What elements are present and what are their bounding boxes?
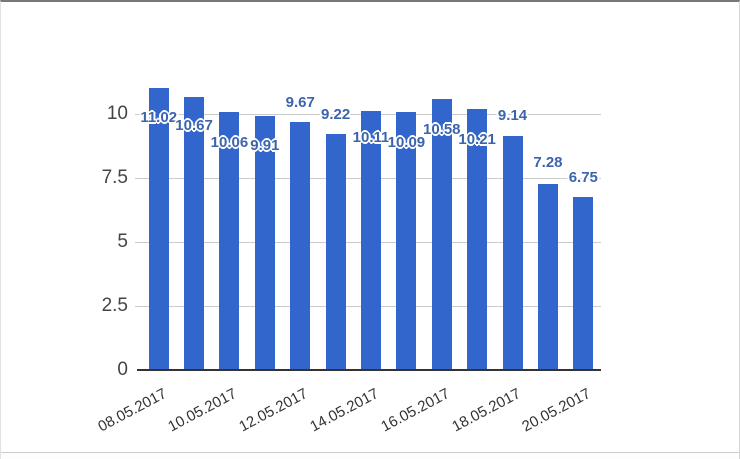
y-axis-tick-label: 10 [106, 103, 128, 124]
bar-value-label: 10.58 [422, 121, 461, 139]
x-axis-baseline [137, 369, 601, 371]
bar[interactable] [325, 133, 346, 370]
y-axis-tick-label: 7.5 [101, 167, 128, 188]
bar-value-label: 9.22 [321, 105, 351, 123]
bar-value-label: 7.28 [533, 153, 563, 171]
bar[interactable] [290, 122, 311, 370]
bar[interactable] [148, 87, 169, 370]
bar[interactable] [396, 111, 417, 370]
y-axis-tick-label: 0 [117, 359, 128, 380]
bar-value-label: 10.06 [210, 134, 249, 152]
bar-value-label: 10.21 [458, 130, 496, 148]
bar[interactable] [502, 136, 523, 370]
bar[interactable] [573, 197, 594, 370]
bar-value-label: 10.09 [387, 133, 426, 151]
bar-value-label: 6.75 [568, 169, 598, 187]
bar-value-label: 10.67 [175, 116, 213, 134]
bar-value-label: 10.11 [352, 129, 390, 147]
y-axis-tick-label: 2.5 [101, 295, 128, 316]
bar-value-label: 9.91 [250, 137, 280, 155]
bar-value-label: 9.14 [497, 107, 528, 125]
bar[interactable] [219, 112, 240, 370]
bar[interactable] [254, 116, 275, 370]
bar[interactable] [537, 183, 558, 370]
bar-value-label: 11.02 [140, 108, 178, 126]
bar[interactable] [361, 111, 381, 370]
bar[interactable] [431, 99, 452, 370]
bar[interactable] [184, 96, 205, 370]
bar-value-label: 9.67 [285, 94, 315, 112]
window-bottom-edge [1, 452, 739, 459]
y-axis-tick-label: 5 [117, 231, 128, 252]
bar[interactable] [467, 108, 488, 370]
